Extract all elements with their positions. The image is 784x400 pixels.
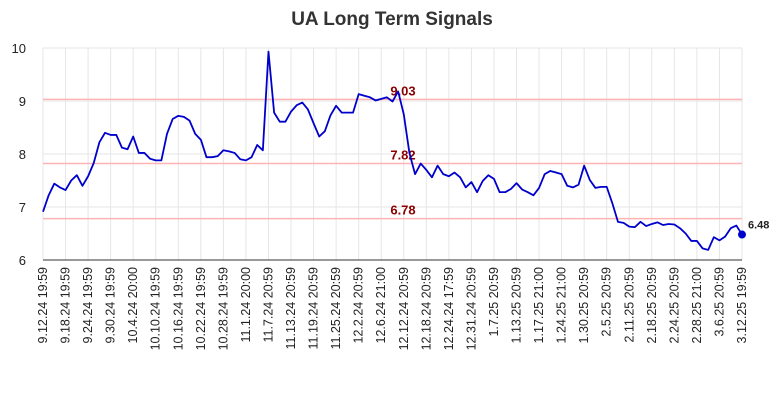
last-value-label: 6.48 [748,220,769,232]
x-tick-label: 11.1.24 20:00 [239,267,253,343]
x-tick-label: 2.24.25 20:59 [667,267,681,344]
x-tick-label: 12.12.24 20:59 [397,267,411,350]
y-axis-ticks: 6 7 8 9 10 [12,41,26,268]
x-tick-label: 3.6.25 20:59 [712,267,726,337]
x-tick-label: 1.13.25 20:59 [510,267,524,344]
x-tick-label: 10.16.24 19:59 [171,267,185,350]
x-tick-label: 10.10.24 19:59 [149,267,163,350]
x-tick-label: 9.12.24 19:59 [36,267,50,344]
x-tick-label: 10.22.24 19:59 [194,267,208,350]
signal-level-label: 6.78 [390,203,415,218]
signal-levels: 9.037.826.78 [43,83,742,220]
y-tick-label: 7 [19,200,26,215]
x-tick-label: 9.24.24 19:59 [81,267,95,344]
x-tick-label: 12.2.24 20:59 [352,267,366,344]
x-tick-label: 12.31.24 20:59 [464,267,478,350]
x-tick-label: 1.30.25 20:59 [577,267,591,344]
x-tick-label: 11.25.24 20:59 [329,267,343,350]
y-tick-label: 8 [19,147,26,162]
x-tick-label: 9.18.24 19:59 [59,267,73,344]
x-tick-label: 9.30.24 19:59 [104,267,118,344]
x-axis-ticks: 9.12.24 19:59 9.18.24 19:59 9.24.24 19:59 9… [36,267,749,350]
x-tick-label: 2.11.25 20:59 [622,267,636,343]
x-tick-label: 12.18.24 20:59 [419,267,433,350]
y-tick-label: 10 [12,41,26,56]
x-tick-label: 3.12.25 19:59 [735,267,749,344]
x-tick-label: 12.24.24 17:59 [442,267,456,350]
x-tick-label: 2.5.25 20:59 [600,267,614,337]
x-tick-label: 1.17.25 21:00 [532,267,546,344]
x-tick-label: 11.19.24 20:59 [307,267,321,350]
x-tick-label: 2.18.25 20:59 [645,267,659,344]
x-tick-label: 1.7.25 20:59 [487,267,501,337]
x-tick-label: 10.4.24 20:00 [126,267,140,344]
chart-title: UA Long Term Signals [291,9,493,30]
y-tick-label: 9 [19,94,26,109]
x-tick-label: 11.7.24 20:59 [261,267,275,343]
signal-level-label: 9.03 [390,83,415,98]
x-tick-label: 1.24.25 21:00 [555,267,569,344]
x-tick-label: 10.28.24 19:59 [216,267,230,350]
series-line [42,50,743,251]
x-tick-label: 12.6.24 21:00 [374,267,388,344]
last-point-marker [738,230,746,239]
x-tick-label: 2.28.25 21:00 [690,267,704,344]
x-tick-label: 11.13.24 20:59 [284,267,298,350]
grid [42,47,743,261]
y-tick-label: 6 [19,253,26,268]
